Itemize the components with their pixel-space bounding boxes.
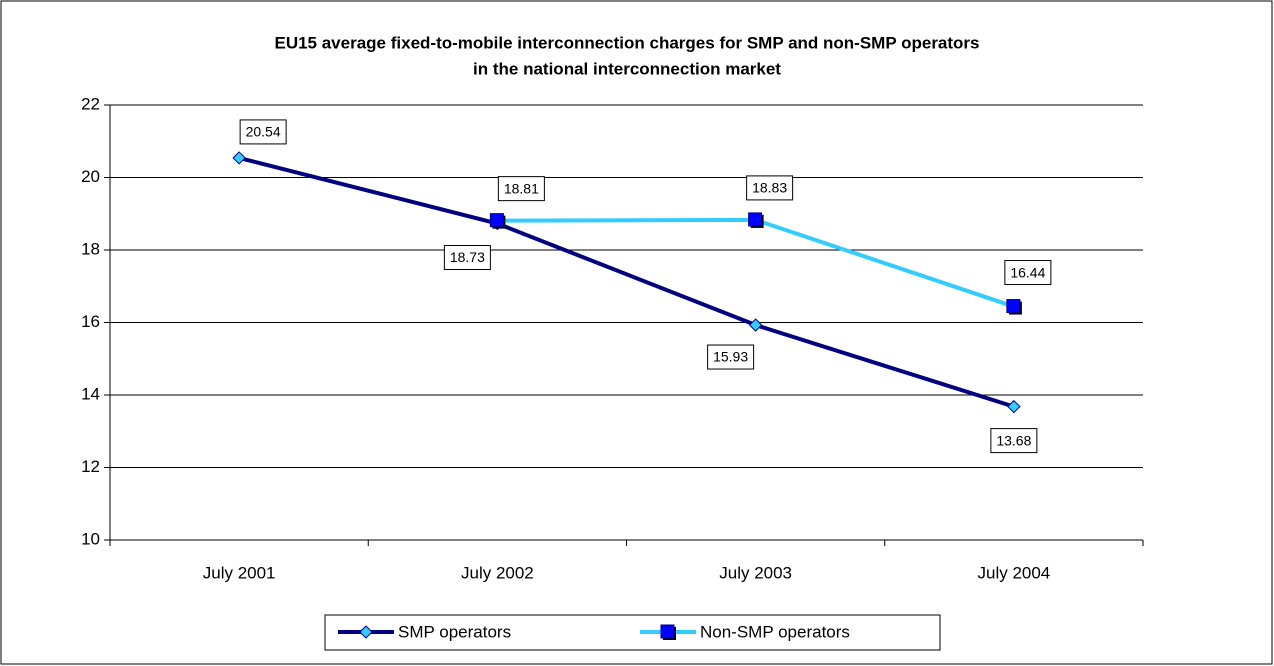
- marker: [748, 318, 763, 332]
- data-label: 16.44: [1010, 264, 1045, 280]
- chart-title: in the national interconnection market: [473, 59, 781, 78]
- legend-label: Non-SMP operators: [700, 622, 850, 641]
- data-label-box: [990, 428, 1038, 454]
- data-label-box: [497, 176, 545, 202]
- legend-label: SMP operators: [398, 622, 511, 641]
- y-tick-label: 22: [81, 94, 100, 113]
- data-label-box: [443, 245, 491, 271]
- data-label: 18.81: [504, 180, 539, 196]
- x-tick-label: July 2003: [719, 563, 792, 582]
- y-tick-label: 18: [81, 239, 100, 258]
- chart-title: EU15 average fixed-to-mobile interconnec…: [274, 33, 979, 52]
- marker: [748, 212, 763, 227]
- legend: [324, 614, 941, 651]
- data-label: 20.54: [246, 124, 281, 140]
- data-label: 18.83: [752, 180, 787, 196]
- marker: [1006, 299, 1021, 314]
- data-label-box: [239, 119, 287, 145]
- x-tick-label: July 2001: [203, 563, 276, 582]
- y-tick-label: 12: [81, 457, 100, 476]
- marker: [232, 151, 246, 165]
- y-tick-label: 14: [81, 384, 100, 403]
- series-line: [238, 155, 1015, 409]
- data-label-box: [707, 344, 755, 370]
- marker: [1007, 399, 1021, 414]
- data-label: 18.73: [450, 249, 485, 265]
- y-tick-label: 20: [81, 167, 100, 186]
- x-tick-label: July 2004: [977, 563, 1050, 582]
- marker: [489, 213, 504, 228]
- data-label: 15.93: [713, 349, 748, 365]
- y-tick-label: 10: [81, 529, 100, 548]
- marker: [359, 625, 373, 639]
- x-tick-label: July 2002: [461, 563, 534, 582]
- data-label-box: [746, 175, 794, 201]
- marker: [660, 624, 675, 639]
- data-label: 13.68: [996, 432, 1031, 448]
- y-tick-label: 16: [81, 312, 100, 331]
- data-label-box: [1004, 260, 1052, 286]
